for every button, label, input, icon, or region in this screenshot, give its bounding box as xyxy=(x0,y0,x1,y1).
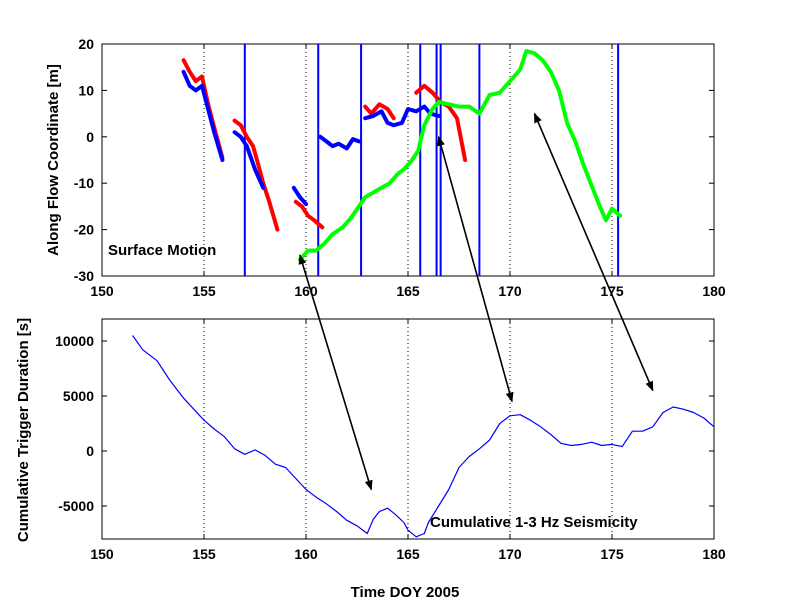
x-tick-label: 170 xyxy=(498,283,522,299)
bottom-xlabel: Time DOY 2005 xyxy=(351,584,460,601)
y-tick-label: -20 xyxy=(74,222,94,238)
blue-series-segment xyxy=(291,185,308,207)
y-tick-label: -5000 xyxy=(58,498,94,514)
x-tick-label: 170 xyxy=(498,546,522,562)
y-tick-label: -10 xyxy=(74,175,94,191)
seismicity-series-line xyxy=(132,335,714,538)
bottom-ylabel: Cumulative Trigger Duration [s] xyxy=(15,318,32,542)
y-tick-label: 0 xyxy=(86,443,94,459)
x-tick-label: 160 xyxy=(294,283,318,299)
x-tick-label: 150 xyxy=(90,283,114,299)
green-series-segment xyxy=(297,49,623,262)
bottom-annotation: Cumulative 1-3 Hz Seismicity xyxy=(430,514,638,531)
x-tick-label: 165 xyxy=(396,283,420,299)
surface-motion-panel: 150 155 160 165 170 175 180 -30 -20 -10 0 10 20 Surf… xyxy=(45,36,726,299)
correlation-arrow xyxy=(437,136,514,403)
seismicity-panel: 150 155 160 165 170 175 180 -5000 0 5000 10000 Cum… xyxy=(15,318,726,601)
y-tick-label: 20 xyxy=(78,36,94,52)
x-tick-label: 175 xyxy=(600,546,624,562)
top-ylabel: Along Flow Coordinate [m] xyxy=(45,64,62,256)
x-tick-label: 180 xyxy=(702,283,726,299)
red-series-segment xyxy=(232,118,280,232)
x-tick-label: 160 xyxy=(294,546,318,562)
y-tick-label: 10000 xyxy=(55,333,94,349)
x-tick-label: 165 xyxy=(396,546,420,562)
correlation-arrows xyxy=(298,112,654,491)
y-tick-label: 5000 xyxy=(63,388,94,404)
x-tick-label: 175 xyxy=(600,283,624,299)
y-tick-label: -30 xyxy=(74,268,94,284)
x-tick-label: 150 xyxy=(90,546,114,562)
top-annotation: Surface Motion xyxy=(108,242,216,259)
blue-series-segment xyxy=(181,69,225,162)
blue-series-segment xyxy=(232,130,266,190)
red-series-segment xyxy=(363,102,396,121)
y-tick-label: 10 xyxy=(78,82,94,98)
blue-series-segment xyxy=(318,134,361,151)
x-tick-label: 155 xyxy=(192,546,216,562)
correlation-arrow xyxy=(299,254,373,491)
y-tick-label: 0 xyxy=(86,129,94,145)
x-tick-label: 155 xyxy=(192,283,216,299)
red-series-segment xyxy=(293,199,325,230)
blue-series-segment xyxy=(363,104,441,128)
correlation-arrow xyxy=(533,113,654,392)
x-tick-label: 180 xyxy=(702,546,726,562)
